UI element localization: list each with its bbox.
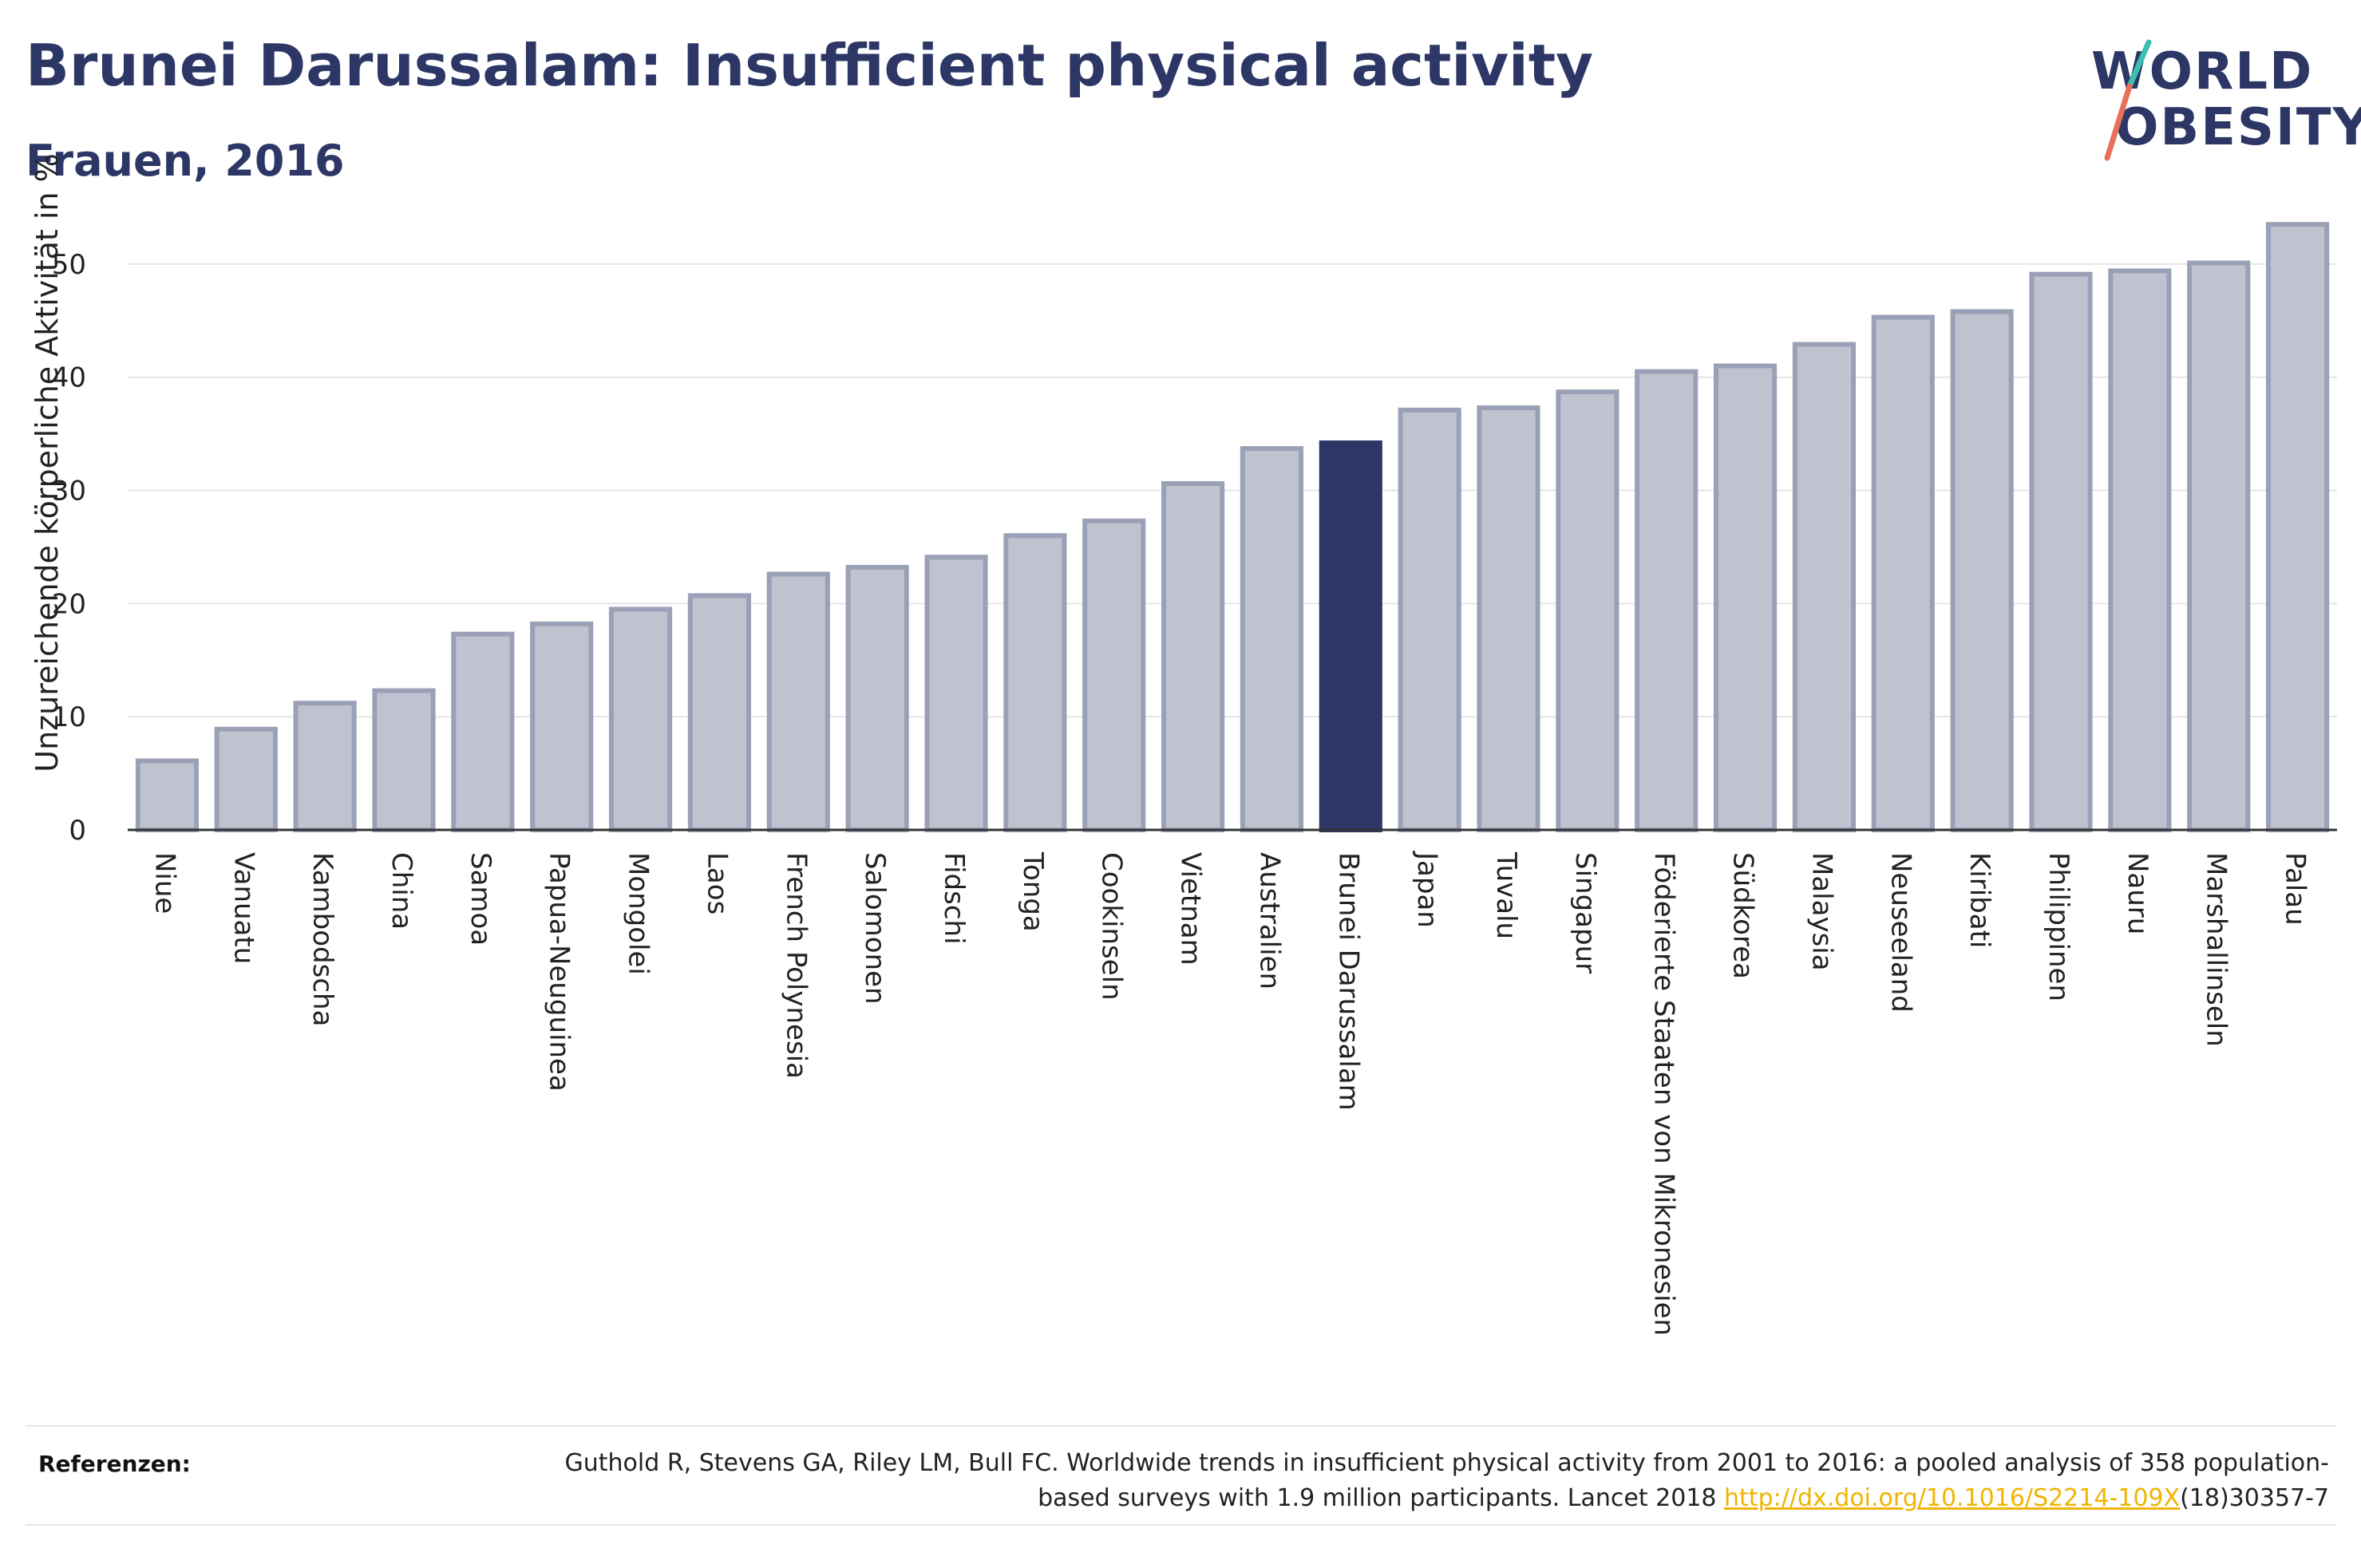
world-obesity-logo: WORLD OBESITY xyxy=(2075,38,2361,174)
x-tick-label: French Polynesia xyxy=(780,852,812,1079)
x-tick-label: Brunei Darussalam xyxy=(1332,852,1364,1111)
references-text: Guthold R, Stevens GA, Riley LM, Bull FC… xyxy=(493,1446,2329,1516)
bar xyxy=(214,726,278,832)
bar xyxy=(1792,342,1857,833)
bar xyxy=(372,688,436,833)
x-tick-label: Vanuatu xyxy=(227,852,259,964)
bar xyxy=(2265,222,2330,833)
x-tick-label: Kiribati xyxy=(1964,852,1995,948)
bar xyxy=(1398,407,1461,832)
x-tick-label: Föderierte Staaten von Mikronesien xyxy=(1648,852,1680,1336)
bar xyxy=(1713,363,1778,832)
bar xyxy=(530,621,594,833)
bar xyxy=(1950,309,2014,832)
x-tick-label: Papua-Neuguinea xyxy=(544,852,575,1092)
y-tick-label: 10 xyxy=(52,701,86,733)
y-tick-label: 20 xyxy=(52,588,86,620)
x-tick-label: Malaysia xyxy=(1805,852,1837,971)
reference-citation-suffix: (18)30357-7 xyxy=(2180,1484,2329,1512)
x-tick-label: Niue xyxy=(148,852,180,914)
x-tick-label: Palau xyxy=(2280,852,2312,926)
x-tick-label: Nauru xyxy=(2122,852,2153,934)
logo-slash-icon xyxy=(2104,39,2152,161)
x-tick-label: Marshallinseln xyxy=(2201,852,2232,1047)
y-tick-label: 0 xyxy=(69,815,86,847)
bar xyxy=(1871,314,1935,832)
x-tick-label: Philippinen xyxy=(2043,852,2074,1001)
logo-line2: OBESITY xyxy=(2115,98,2361,157)
bar xyxy=(1319,440,1382,832)
x-tick-label: Südkorea xyxy=(1727,852,1759,979)
top-divider xyxy=(26,1425,2337,1427)
y-tick-label: 50 xyxy=(52,249,86,281)
x-tick-label: Singapur xyxy=(1569,852,1601,974)
bar xyxy=(2108,268,2172,833)
bar xyxy=(293,701,357,832)
bar xyxy=(1240,446,1304,833)
x-tick-label: Neuseeland xyxy=(1884,852,1916,1013)
bar xyxy=(135,758,200,832)
references-label: Referenzen: xyxy=(38,1451,191,1477)
reference-doi-link[interactable]: http://dx.doi.org/10.1016/S2214-109X xyxy=(1724,1484,2181,1512)
x-tick-label: Japan xyxy=(1411,851,1443,928)
x-tick-label: Tonga xyxy=(1017,851,1049,932)
x-tick-label: Salomonen xyxy=(859,852,891,1005)
y-axis-label: Unzureichende körperliche Aktivität in % xyxy=(30,153,65,772)
x-tick-label: Fidschi xyxy=(938,852,970,945)
x-tick-label: Laos xyxy=(701,852,733,914)
bottom-divider xyxy=(26,1524,2337,1526)
x-tick-label: China xyxy=(386,852,417,930)
bar xyxy=(608,606,673,832)
x-tick-label: Kambodscha xyxy=(306,852,338,1026)
page-title: Brunei Darussalam: Insufficient physical… xyxy=(26,32,1594,99)
y-tick-label: 40 xyxy=(52,362,86,394)
bar xyxy=(1003,533,1067,832)
bar xyxy=(1082,518,1146,832)
y-tick-label: 30 xyxy=(52,476,86,508)
bar xyxy=(924,555,988,833)
bar xyxy=(2029,271,2093,832)
x-tick-label: Mongolei xyxy=(623,852,655,975)
x-tick-label: Samoa xyxy=(465,852,496,946)
bar xyxy=(1635,369,1699,832)
x-tick-label: Cookinseln xyxy=(1096,852,1128,1001)
reference-citation: Guthold R, Stevens GA, Riley LM, Bull FC… xyxy=(564,1449,2329,1512)
x-tick-label: Tuvalu xyxy=(1490,851,1522,939)
x-tick-label: Vietnam xyxy=(1175,852,1207,966)
bar xyxy=(451,631,515,832)
bar xyxy=(2187,260,2251,832)
bar xyxy=(1556,389,1619,832)
chart-subtitle: Frauen, 2016 xyxy=(26,136,345,186)
x-tick-label: Australien xyxy=(1253,852,1285,989)
bar xyxy=(1477,405,1540,832)
bar xyxy=(687,593,752,832)
bar xyxy=(766,571,830,832)
bar xyxy=(845,564,909,832)
bar xyxy=(1161,481,1225,832)
